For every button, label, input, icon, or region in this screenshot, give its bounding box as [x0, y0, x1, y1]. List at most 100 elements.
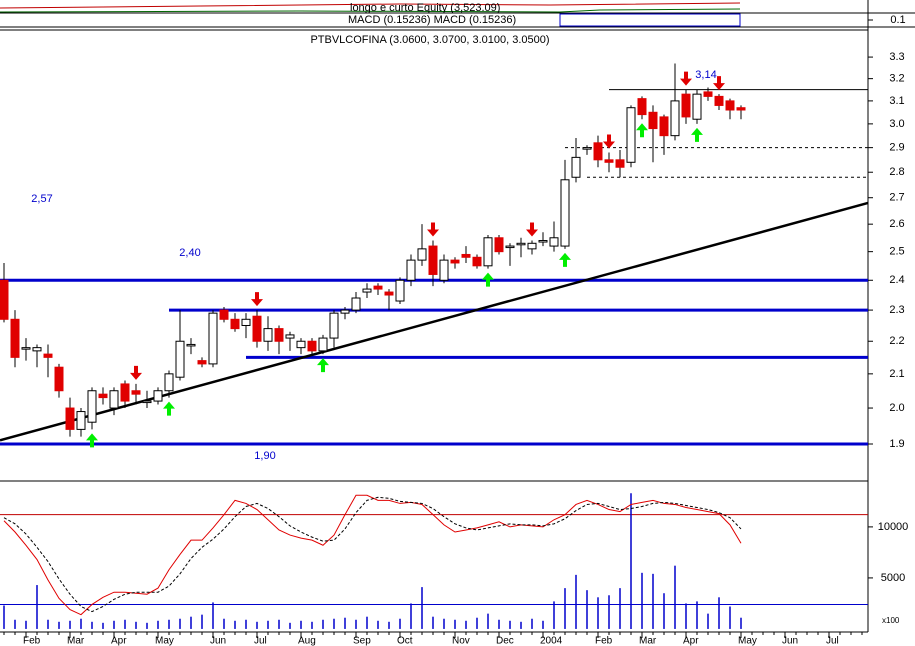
- candle-body: [76, 411, 86, 430]
- x-tick-label: Aug: [298, 636, 316, 646]
- candle-body: [527, 242, 537, 250]
- candle-body: [32, 347, 42, 352]
- candle-body: [626, 107, 636, 163]
- y-tick-label: 2.4: [889, 274, 904, 286]
- buy-arrow: [691, 127, 703, 142]
- indicator-line: [3, 496, 742, 613]
- candle-body: [384, 291, 394, 296]
- candle-body: [230, 318, 240, 330]
- candle-body: [241, 318, 251, 326]
- candle-body: [406, 259, 416, 281]
- y-tick-label: 0.1: [890, 14, 905, 26]
- y-tick-label: 2.2: [889, 335, 904, 347]
- strip-legend: longo e curto Equity (3,523.09): [350, 2, 500, 14]
- x-tick-label: Jul: [254, 636, 267, 646]
- y-tick-label: 2.3: [889, 304, 904, 316]
- candle-body: [538, 240, 548, 243]
- annotation: 2,40: [179, 247, 200, 259]
- candle-body: [648, 111, 658, 130]
- strip-line: [0, 2, 741, 9]
- x-tick-label: Feb: [23, 636, 41, 646]
- candle-body: [439, 259, 449, 281]
- candle-body: [219, 309, 229, 320]
- sell-arrow: [680, 71, 692, 86]
- sell-arrow: [251, 292, 263, 307]
- candle-body: [725, 100, 735, 111]
- candle-body: [285, 334, 295, 339]
- candle-body: [340, 309, 350, 314]
- candle-body: [703, 91, 713, 97]
- y-tick-label: 3.3: [889, 51, 904, 63]
- sell-arrow: [427, 222, 439, 237]
- buy-arrow: [317, 358, 329, 373]
- candle-body: [461, 253, 471, 258]
- y-tick-label: 2.8: [889, 166, 904, 178]
- candle-body: [637, 98, 647, 116]
- candle-body: [175, 340, 185, 378]
- candle-body: [505, 245, 515, 249]
- strip-bars: [559, 13, 741, 27]
- candle-body: [494, 237, 504, 253]
- x-tick-label: Nov: [452, 636, 470, 646]
- x-tick-label: Jul: [826, 636, 839, 646]
- sell-arrow: [603, 134, 615, 149]
- y-tick-label: 2.7: [889, 192, 904, 204]
- candle-body: [714, 95, 724, 106]
- buy-arrow: [636, 123, 648, 138]
- sell-arrow: [713, 76, 725, 91]
- candle-body: [274, 328, 284, 342]
- x-tick-label: Sep: [353, 636, 371, 646]
- candle-body: [197, 360, 207, 365]
- candle-body: [142, 400, 152, 404]
- y-tick-label: 5000: [881, 572, 905, 584]
- y-tick-label: 3.2: [889, 73, 904, 85]
- candle-body: [659, 116, 669, 137]
- candle-body: [54, 366, 64, 392]
- candle-body: [120, 383, 130, 402]
- candle-body: [692, 93, 702, 120]
- candle-body: [296, 340, 306, 349]
- candle-body: [208, 312, 218, 365]
- candle-body: [87, 390, 97, 423]
- annotation: 3,14: [695, 69, 716, 81]
- y-tick-label: 2.1: [889, 368, 904, 380]
- y-tick-label: 3.0: [889, 118, 904, 130]
- top-strip: longo e curto Equity (3,523.09) MACD (0.…: [0, 2, 915, 28]
- strip-line: [0, 8, 741, 13]
- y-tick-label: 2.5: [889, 246, 904, 258]
- candle-body: [582, 147, 592, 150]
- candle-body: [186, 343, 196, 347]
- candle-body: [736, 107, 746, 111]
- candle-body: [604, 159, 614, 163]
- candle-body: [670, 100, 680, 137]
- candle-body: [549, 237, 559, 247]
- candle-body: [450, 259, 460, 264]
- candle-body: [65, 407, 75, 430]
- candle-body: [373, 285, 383, 290]
- annotation: 2,57: [31, 193, 52, 205]
- candle-body: [263, 328, 273, 342]
- x-tick-label: Mar: [639, 636, 657, 646]
- candle-body: [615, 159, 625, 168]
- candle-body: [472, 256, 482, 267]
- candle-body: [0, 279, 9, 320]
- candle-body: [593, 142, 603, 161]
- annotation: 1,90: [254, 450, 275, 462]
- buy-arrow: [559, 252, 571, 267]
- x-tick-label: Jun: [210, 636, 226, 646]
- x-tick-label: Mar: [67, 636, 85, 646]
- candle-body: [98, 393, 108, 399]
- x-tick-label: 2004: [540, 636, 563, 646]
- candle-body: [516, 242, 526, 246]
- candle-body: [43, 353, 53, 358]
- buy-arrow: [86, 433, 98, 448]
- candle-body: [153, 390, 163, 402]
- x-tick-label: May: [155, 636, 174, 646]
- candle-body: [362, 288, 372, 293]
- x-tick-label: Oct: [397, 636, 413, 646]
- candle-body: [307, 340, 317, 352]
- y-tick-label: 3.1: [889, 95, 904, 107]
- candle-body: [395, 279, 405, 302]
- x-tick-label: Dec: [496, 636, 514, 646]
- candle-body: [318, 337, 328, 352]
